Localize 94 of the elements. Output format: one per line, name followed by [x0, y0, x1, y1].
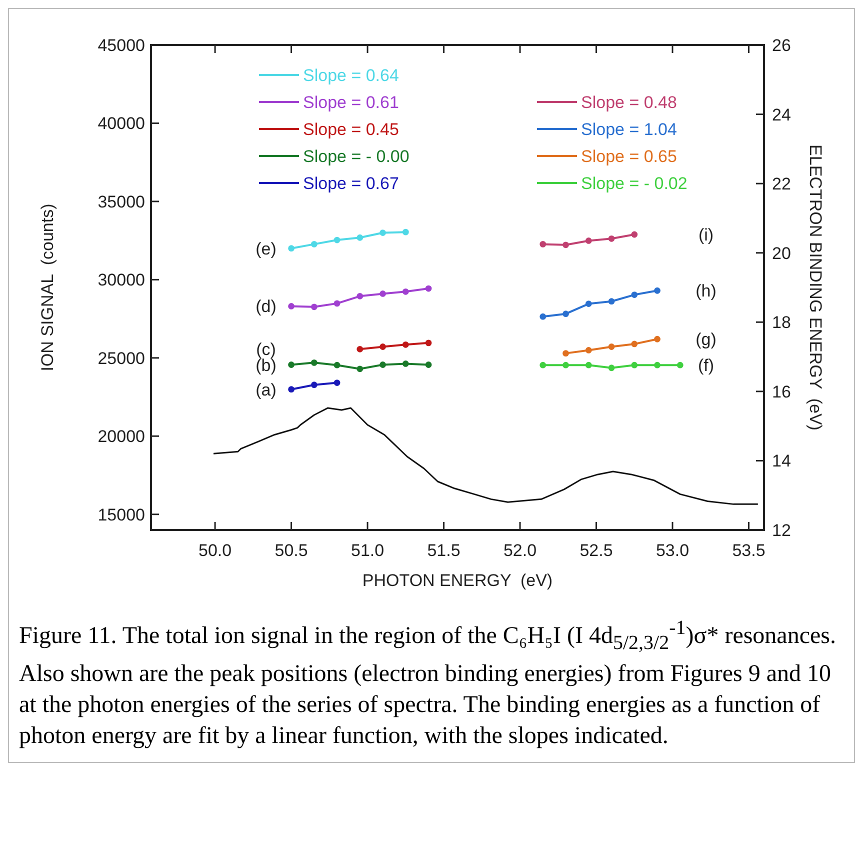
point — [334, 236, 340, 244]
legend-label: Slope = - 0.02 — [581, 174, 688, 193]
point — [631, 292, 638, 298]
point — [631, 231, 638, 238]
point — [356, 292, 364, 300]
annotation: (f) — [698, 356, 714, 376]
point — [654, 287, 660, 294]
point — [310, 359, 318, 366]
y2-tick-label: 12 — [772, 521, 791, 540]
x-axis-title: PHOTON ENERGY (eV) — [362, 571, 553, 590]
point — [310, 382, 318, 388]
point — [608, 364, 615, 372]
y-tick-label: 20000 — [98, 427, 145, 446]
point — [562, 350, 569, 357]
legend-label: Slope = 0.65 — [581, 147, 677, 166]
point — [356, 234, 364, 241]
caption: Figure 11. The total ion signal in the region of the C₆H₅I (I 4d$_{5/2,3/2}$$^{-1}$)σ* resonances. Also shown are the peak positions (electron binding energies) from Figures 9 and 10 at the photon energies of the series of spectra. The binding energies as a function of photon energy are fit by a linear function, with the slopes indicated. — [18, 616, 837, 751]
point — [380, 230, 386, 236]
legend-label: Slope = - 0.00 — [303, 147, 410, 166]
y-tick-label: 45000 — [98, 36, 145, 55]
y-axis-title: ION SIGNAL (counts) — [38, 204, 57, 372]
point — [288, 362, 294, 368]
annotation: (e) — [256, 239, 276, 258]
point — [310, 240, 318, 248]
y-tick-label: 40000 — [98, 114, 145, 134]
point — [608, 344, 615, 350]
y2-tick-label: 24 — [772, 105, 791, 124]
point — [608, 298, 615, 305]
point — [654, 336, 660, 342]
point — [425, 285, 432, 292]
point — [585, 347, 592, 354]
point — [631, 340, 638, 348]
x-tick-label: 52.5 — [580, 541, 613, 560]
legend-label: Slope = 0.48 — [581, 93, 677, 112]
y2-axis-title: ELECTRON BINDING ENERGY (eV) — [806, 144, 825, 430]
point — [380, 344, 386, 350]
legend-label: Slope = 0.64 — [303, 66, 399, 85]
y-tick-label: 15000 — [98, 505, 145, 524]
annotation: (i) — [698, 225, 714, 244]
point — [356, 366, 364, 372]
point — [334, 362, 340, 368]
point — [288, 386, 294, 393]
point — [676, 362, 684, 368]
point — [654, 362, 660, 368]
annotation: (d) — [256, 297, 276, 316]
y2-tick-label: 20 — [772, 244, 791, 263]
line-series — [212, 407, 759, 505]
y2-tick-label: 14 — [772, 452, 791, 471]
point — [562, 362, 569, 368]
point — [288, 245, 294, 252]
point — [356, 346, 364, 352]
point — [540, 240, 546, 248]
legend-label: Slope = 0.61 — [303, 93, 399, 112]
y-tick-label: 30000 — [98, 270, 145, 290]
point — [562, 242, 569, 248]
annotation: (g) — [696, 330, 716, 350]
y2-tick-label: 22 — [772, 174, 791, 194]
point — [631, 362, 638, 368]
y-tick-label: 35000 — [98, 192, 145, 212]
x-tick-label: 53.0 — [656, 541, 690, 560]
point — [402, 360, 409, 367]
point — [334, 300, 340, 307]
annotation: (a) — [256, 380, 276, 400]
point — [540, 362, 546, 368]
point — [402, 288, 409, 295]
x-tick-label: 50.0 — [198, 541, 232, 560]
x-tick-label: 50.5 — [274, 541, 308, 560]
y2-tick-label: 16 — [772, 382, 791, 402]
point — [585, 362, 592, 368]
legend-label: Slope = 0.67 — [303, 174, 399, 193]
point — [540, 313, 546, 320]
x-tick-label: 53.5 — [732, 541, 766, 560]
point — [334, 380, 340, 386]
point — [425, 362, 432, 368]
point — [288, 303, 294, 310]
point — [585, 238, 592, 244]
y2-tick-label: 18 — [772, 313, 791, 332]
annotation: (h) — [696, 282, 716, 301]
legend-label: Slope = 1.04 — [581, 120, 677, 139]
point — [380, 362, 386, 368]
point — [585, 300, 592, 307]
point — [608, 235, 615, 242]
x-tick-label: 52.0 — [503, 541, 537, 560]
y-tick-label: 25000 — [98, 348, 145, 368]
x-tick-label: 51.0 — [350, 541, 384, 560]
point — [562, 310, 569, 318]
x-tick-label: 51.5 — [427, 541, 460, 560]
point — [380, 290, 386, 297]
y2-tick-label: 26 — [772, 36, 791, 55]
point — [402, 228, 409, 236]
legend-label: Slope = 0.45 — [303, 120, 399, 139]
point — [402, 341, 409, 348]
point — [310, 304, 318, 310]
point — [425, 340, 432, 346]
